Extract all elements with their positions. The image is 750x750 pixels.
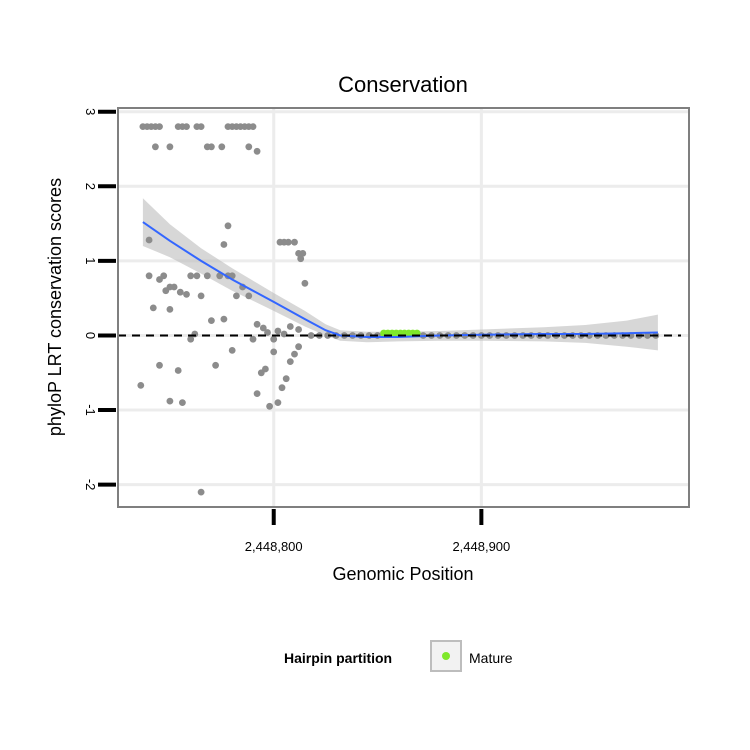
data-point	[160, 272, 168, 280]
data-point	[259, 324, 267, 332]
data-point	[156, 123, 163, 130]
y-tick-label: -1	[83, 404, 98, 416]
data-point	[197, 123, 205, 130]
data-point	[224, 222, 232, 230]
y-tick-label: -2	[83, 479, 98, 491]
data-point	[233, 292, 240, 300]
data-point	[208, 317, 215, 324]
data-point	[174, 367, 182, 374]
data-point	[193, 272, 201, 280]
data-point	[262, 365, 269, 373]
data-point	[253, 320, 261, 328]
data-point	[266, 402, 273, 410]
data-point	[220, 241, 228, 248]
x-axis-label: Genomic Position	[332, 564, 473, 584]
data-point	[179, 399, 186, 406]
x-tick-label: 2,448,900	[452, 539, 510, 554]
data-point	[245, 143, 253, 151]
y-tick-label: 1	[83, 257, 98, 264]
y-tick-label: 2	[83, 183, 98, 190]
data-point	[274, 327, 282, 335]
data-point	[145, 236, 153, 244]
data-point	[187, 272, 195, 280]
data-point	[166, 143, 174, 151]
data-point	[170, 283, 178, 291]
data-point	[286, 358, 294, 365]
data-point	[264, 329, 271, 336]
data-point	[249, 123, 257, 130]
chart-title: Conservation	[338, 72, 468, 97]
data-point	[249, 335, 257, 343]
data-point	[137, 382, 145, 389]
data-point	[291, 350, 298, 358]
data-point	[212, 361, 220, 369]
data-point	[203, 272, 211, 280]
data-point	[183, 123, 190, 130]
data-point	[286, 323, 294, 330]
data-point	[284, 238, 292, 246]
data-point	[220, 315, 228, 323]
data-point	[278, 384, 286, 392]
data-point	[183, 291, 190, 298]
data-point	[228, 347, 236, 354]
data-point	[297, 255, 305, 263]
data-point	[166, 397, 174, 405]
data-point	[208, 143, 215, 151]
data-point	[291, 238, 298, 246]
data-point	[197, 488, 205, 496]
panel-background	[118, 108, 689, 507]
data-point	[166, 306, 174, 313]
data-point	[307, 332, 315, 339]
data-point	[152, 143, 159, 151]
data-point	[218, 143, 226, 151]
data-point	[270, 348, 278, 356]
data-point	[295, 343, 302, 351]
data-point	[295, 326, 302, 333]
legend-mature-marker	[442, 652, 450, 660]
y-tick-label: 3	[83, 108, 98, 115]
smooth-trend-line	[142, 221, 658, 338]
y-axis-label: phyloP LRT conservation scores	[45, 178, 65, 436]
data-point	[176, 288, 184, 296]
x-tick-label: 2,448,800	[245, 539, 303, 554]
data-point	[149, 304, 157, 312]
legend-label-mature: Mature	[469, 650, 513, 666]
data-point	[197, 292, 205, 300]
data-point	[280, 330, 288, 338]
plot-panel: -2 -1 0 1 2 3 2,448,800 2,448,900	[83, 107, 690, 554]
data-point	[644, 332, 651, 339]
data-point	[282, 375, 290, 383]
data-point	[274, 399, 282, 406]
legend: Hairpin partition Mature	[284, 640, 513, 672]
data-point	[301, 279, 309, 287]
legend-title: Hairpin partition	[284, 650, 392, 666]
data-point	[187, 335, 195, 343]
legend-key-box	[430, 640, 462, 672]
data-point	[245, 292, 253, 300]
data-point	[156, 361, 163, 369]
data-point	[145, 272, 153, 280]
data-point	[253, 147, 261, 155]
panel-border	[117, 107, 690, 508]
y-tick-label: 0	[83, 332, 98, 339]
data-point	[253, 390, 261, 397]
data-point	[270, 335, 278, 343]
data-point	[299, 250, 307, 257]
data-point	[324, 332, 332, 339]
